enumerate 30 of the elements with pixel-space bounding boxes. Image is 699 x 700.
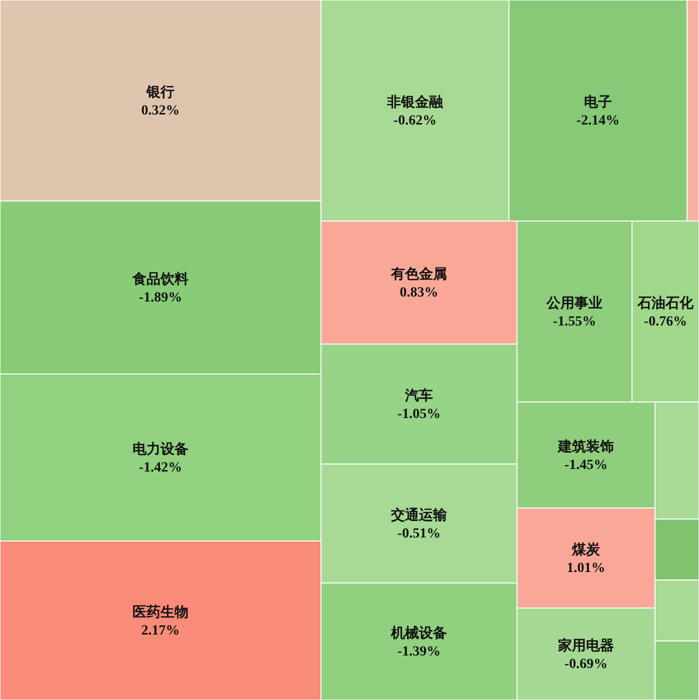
data-label: -1.55% xyxy=(552,314,596,330)
data-label: -0.62% xyxy=(393,114,437,128)
data-label: -1.45% xyxy=(564,458,608,473)
data-label: -1.39% xyxy=(397,644,441,660)
category-label: 建筑装饰 xyxy=(557,439,614,455)
category-label: 电力设备 xyxy=(132,442,188,458)
data-label: -1.89% xyxy=(138,290,182,306)
category-label: 银行 xyxy=(146,84,174,100)
category-label: 非银金融 xyxy=(386,94,444,110)
category-label: 机械设备 xyxy=(390,626,447,642)
data-label: 0.83% xyxy=(400,286,438,300)
category-label: 煤炭 xyxy=(571,542,601,558)
category-label: 公用事业 xyxy=(546,296,602,312)
category-label: 食品饮料 xyxy=(132,272,188,288)
category-label: 石油石化 xyxy=(636,296,694,312)
category-label: 有色金属 xyxy=(390,266,447,282)
data-label: 2.17% xyxy=(141,624,180,638)
category-label: 交通运输 xyxy=(390,506,448,524)
data-label: 0.32% xyxy=(141,104,180,118)
data-label: -0.69% xyxy=(564,657,608,672)
data-label: 1.01% xyxy=(566,561,606,576)
data-label: -2.14% xyxy=(576,114,620,128)
category-label: 汽车 xyxy=(404,387,433,404)
category-label: 电子 xyxy=(584,94,612,110)
data-label: -1.05% xyxy=(397,407,441,422)
data-label: -0.76% xyxy=(644,314,688,330)
category-label: 家用电器 xyxy=(557,637,614,654)
data-label: -0.51% xyxy=(397,526,441,542)
category-label: 医药生物 xyxy=(132,604,188,620)
data-label: -1.42% xyxy=(138,460,182,476)
